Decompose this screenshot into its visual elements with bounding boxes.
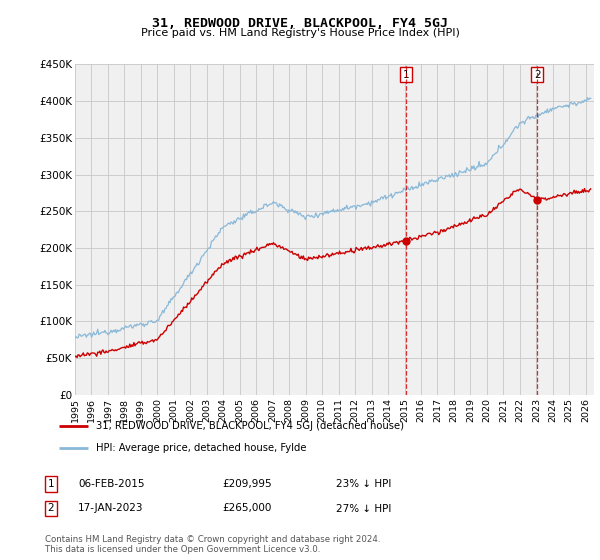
Text: 23% ↓ HPI: 23% ↓ HPI — [336, 479, 391, 489]
Text: 27% ↓ HPI: 27% ↓ HPI — [336, 503, 391, 514]
Text: £209,995: £209,995 — [222, 479, 272, 489]
Text: 31, REDWOOD DRIVE, BLACKPOOL, FY4 5GJ (detached house): 31, REDWOOD DRIVE, BLACKPOOL, FY4 5GJ (d… — [95, 421, 404, 431]
Text: 31, REDWOOD DRIVE, BLACKPOOL, FY4 5GJ: 31, REDWOOD DRIVE, BLACKPOOL, FY4 5GJ — [152, 17, 448, 30]
Text: £265,000: £265,000 — [222, 503, 271, 514]
Text: 2: 2 — [47, 503, 55, 514]
Text: 17-JAN-2023: 17-JAN-2023 — [78, 503, 143, 514]
Text: Price paid vs. HM Land Registry's House Price Index (HPI): Price paid vs. HM Land Registry's House … — [140, 28, 460, 38]
Text: 2: 2 — [534, 69, 541, 80]
Text: 1: 1 — [403, 69, 409, 80]
Text: 06-FEB-2015: 06-FEB-2015 — [78, 479, 145, 489]
Text: HPI: Average price, detached house, Fylde: HPI: Average price, detached house, Fyld… — [95, 443, 306, 453]
Text: Contains HM Land Registry data © Crown copyright and database right 2024.
This d: Contains HM Land Registry data © Crown c… — [45, 535, 380, 554]
Text: 1: 1 — [47, 479, 55, 489]
